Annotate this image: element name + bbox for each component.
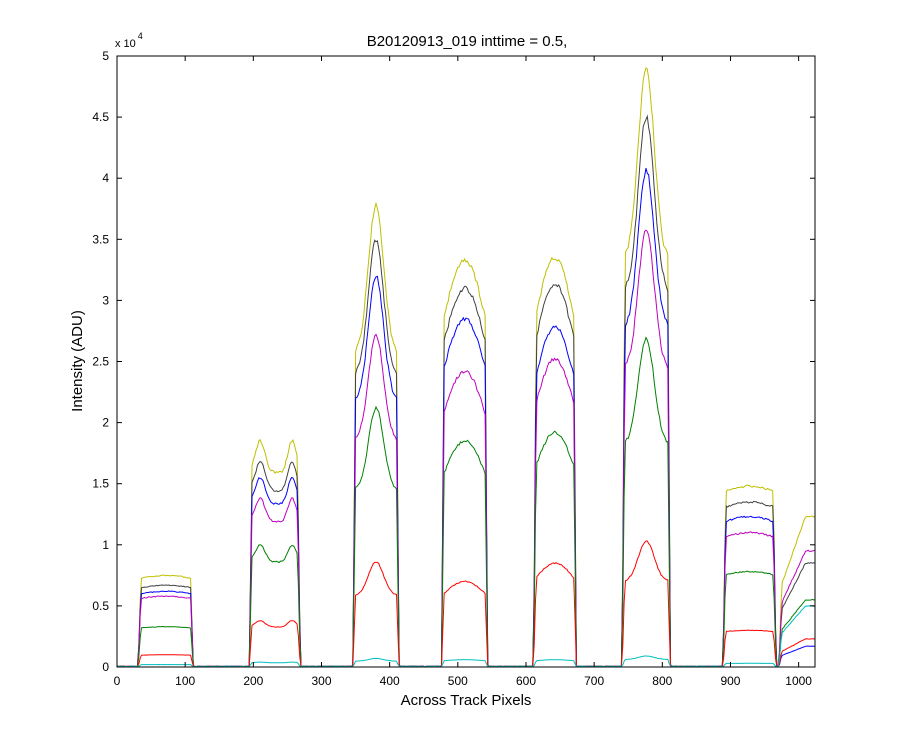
x-tick-label: 200 <box>243 674 263 688</box>
x-tick-label: 100 <box>175 674 195 688</box>
x-axis-label: Across Track Pixels <box>401 692 532 709</box>
y-tick-label: 4 <box>102 171 109 185</box>
y-tick-label: 3 <box>102 293 109 307</box>
y-tick-label: 2 <box>102 416 109 430</box>
x-tick-label: 700 <box>584 674 604 688</box>
x-tick-label: 800 <box>652 674 672 688</box>
y-tick-label: 2.5 <box>92 355 109 369</box>
chart-title: B20120913_019 inttime = 0.5, <box>367 33 568 50</box>
y-tick-label: 0 <box>102 660 109 674</box>
x-tick-label: 500 <box>448 674 468 688</box>
x-tick-label: 900 <box>720 674 740 688</box>
y-tick-label: 4.5 <box>92 110 109 124</box>
y-tick-label: 0.5 <box>92 599 109 613</box>
y-tick-label: 1 <box>102 538 109 552</box>
x-tick-label: 400 <box>380 674 400 688</box>
series-line <box>116 605 815 668</box>
x-tick-label: 1000 <box>785 674 812 688</box>
y-tick-label: 3.5 <box>92 232 109 246</box>
y-multiplier: x 104 <box>115 31 143 50</box>
y-tick-label: 1.5 <box>92 477 109 491</box>
y-axis-label: Intensity (ADU) <box>69 310 86 412</box>
y-tick-label: 5 <box>102 49 109 63</box>
x-tick-label: 600 <box>516 674 536 688</box>
axes-layer: 0 100 200 300 400 500 600 700 800 900 1000 0 0.5 1 1.5… <box>92 49 815 688</box>
x-tick-label: 0 <box>114 674 121 688</box>
x-tick-label: 300 <box>311 674 331 688</box>
y-multiplier-exponent: 4 <box>138 31 143 41</box>
